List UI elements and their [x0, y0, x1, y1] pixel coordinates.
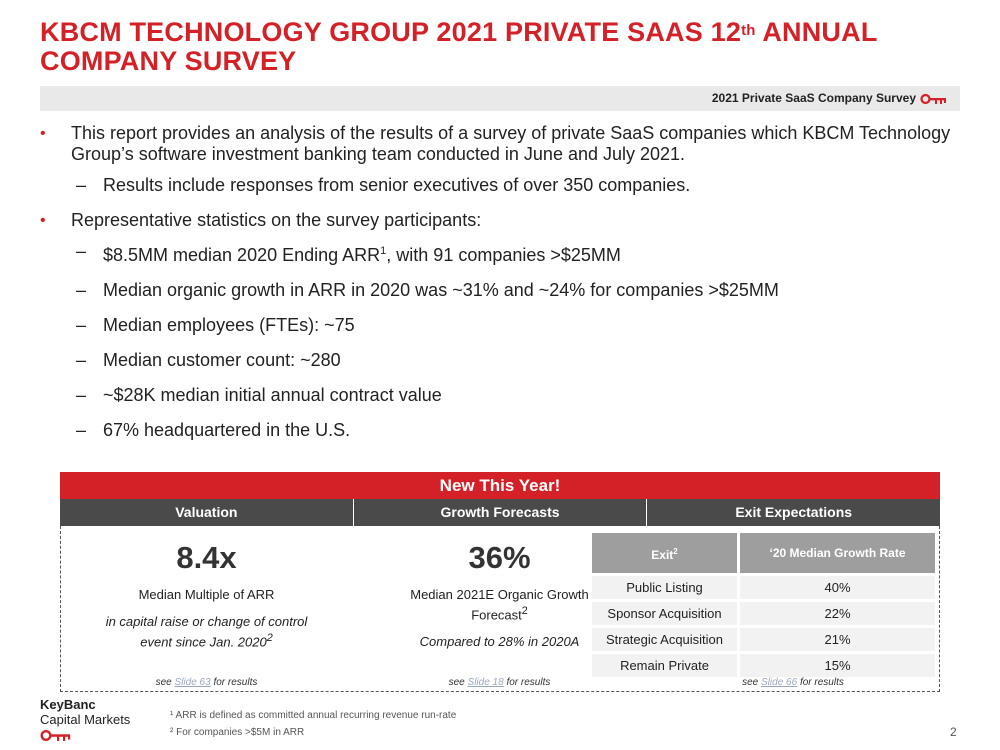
slide-66-link[interactable]: Slide 66 [761, 677, 798, 688]
table-row: Remain Private 15% [592, 654, 935, 677]
title-line1: KBCM TECHNOLOGY GROUP 2021 PRIVATE SAAS … [40, 17, 742, 47]
dash-marker: – [76, 420, 87, 440]
sub-bullet-text: Results include responses from senior ex… [103, 175, 691, 195]
valuation-note-text: in capital raise or change of control ev… [105, 614, 308, 650]
growth-note: Compared to 28% in 2020A [419, 634, 580, 650]
sub-bullet: – Median employees (FTEs): ~75 [40, 315, 960, 336]
logo-line1: KeyBanc [40, 697, 96, 712]
key-icon [920, 93, 946, 105]
bullet-dot: • [40, 212, 46, 229]
sub-bullet-text: $8.5MM median 2020 Ending ARR [103, 245, 381, 265]
new-this-year-banner: New This Year! [60, 472, 940, 499]
see-prefix: see [448, 677, 468, 688]
sub-bullet-text: 67% headquartered in the U.S. [103, 420, 351, 440]
dash-marker: – [76, 315, 87, 335]
sub-bullet: – Results include responses from senior … [40, 175, 960, 196]
rate-cell: 40% [740, 576, 935, 599]
footnote-ref: 2 [266, 632, 273, 644]
see-suffix: for results [797, 677, 844, 688]
panel-dashed-border [60, 526, 940, 692]
sub-bullet-text: Median employees (FTEs): ~75 [103, 315, 355, 335]
table-row: Public Listing 40% [592, 576, 935, 599]
growth-label-text: Median 2021E Organic Growth Forecast [410, 587, 589, 623]
exit-column-header: Exit2 [592, 533, 737, 573]
header-exit-expectations: Exit Expectations [646, 499, 940, 526]
valuation-note: in capital raise or change of control ev… [60, 613, 353, 650]
sub-bullet-text: Median organic growth in ARR in 2020 was… [103, 280, 779, 300]
bullet-stats-header: • Representative statistics on the surve… [40, 210, 960, 231]
dash-marker: – [76, 175, 87, 195]
keybanc-logo: KeyBanc Capital Markets [40, 697, 130, 727]
dash-marker: – [76, 241, 87, 261]
sub-bullet: – $8.5MM median 2020 Ending ARR1, with 9… [40, 241, 960, 266]
footnote-ref: 2 [673, 546, 678, 556]
sub-bullet-text: Median customer count: ~280 [103, 350, 341, 370]
rate-cell: 15% [740, 654, 935, 677]
table-row: Sponsor Acquisition 22% [592, 602, 935, 625]
exit-cell: Sponsor Acquisition [592, 602, 737, 625]
sub-bullet: – 67% headquartered in the U.S. [40, 420, 960, 441]
bullet-intro: • This report provides an analysis of th… [40, 123, 960, 165]
sub-bullet: – Median customer count: ~280 [40, 350, 960, 371]
valuation-label: Median Multiple of ARR [138, 587, 275, 602]
exit-column: see Slide 66 for results [646, 526, 940, 692]
exit-cell: Public Listing [592, 576, 737, 599]
footnote-2: ² For companies >$5M in ARR [170, 727, 305, 738]
logo-line2: Capital Markets [40, 712, 131, 727]
key-icon [40, 729, 71, 742]
dash-marker: – [76, 280, 87, 300]
exit-cell: Remain Private [592, 654, 737, 677]
dash-marker: – [76, 350, 87, 370]
table-header-row: Exit2 ‘20 Median Growth Rate [592, 533, 935, 573]
survey-label: 2021 Private SaaS Company Survey [711, 91, 916, 105]
sub-bullet-text-end: , with 91 companies >$25MM [386, 245, 621, 265]
table-row: Strategic Acquisition 21% [592, 628, 935, 651]
sub-bullet-text: ~$28K median initial annual contract val… [103, 385, 442, 405]
exit-expectations-table: Exit2 ‘20 Median Growth Rate Public List… [589, 530, 938, 680]
growth-label: Median 2021E Organic Growth Forecast2 [353, 586, 646, 623]
page-title: KBCM TECHNOLOGY GROUP 2021 PRIVATE SAAS … [40, 18, 960, 76]
sub-bullet: – ~$28K median initial annual contract v… [40, 385, 960, 406]
title-line2: COMPANY SURVEY [40, 46, 297, 76]
see-prefix: see [742, 677, 762, 688]
growth-column: 36% Median 2021E Organic Growth Forecast… [353, 526, 646, 692]
see-prefix: see [155, 677, 175, 688]
valuation-column: 8.4x Median Multiple of ARR in capital r… [60, 526, 353, 692]
footnote-ref: 1 [380, 245, 387, 257]
panel-header-row: Valuation Growth Forecasts Exit Expectat… [60, 499, 940, 526]
valuation-see-results: see Slide 63 for results [60, 677, 353, 688]
bullet-text: This report provides an analysis of the … [71, 123, 951, 164]
footnote-ref: 2 [521, 605, 528, 617]
growth-see-results: see Slide 18 for results [353, 677, 646, 688]
rate-cell: 21% [740, 628, 935, 651]
rate-cell: 22% [740, 602, 935, 625]
title-line1-end: ANNUAL [755, 17, 878, 47]
growth-value: 36% [468, 540, 531, 575]
bullet-text: Representative statistics on the survey … [71, 210, 482, 230]
see-suffix: for results [503, 677, 551, 688]
header-valuation: Valuation [175, 504, 238, 520]
header-growth-forecasts: Growth Forecasts [352, 499, 647, 526]
dash-marker: – [76, 385, 87, 405]
footnote-1: ¹ ARR is defined as committed annual rec… [170, 710, 457, 721]
bullet-dot: • [40, 125, 46, 142]
exit-see-results: see Slide 66 for results [646, 677, 940, 688]
bullet-list: • This report provides an analysis of th… [40, 123, 960, 455]
slide-63-link[interactable]: Slide 63 [174, 677, 211, 688]
title-superscript: th [741, 22, 756, 39]
valuation-value: 8.4x [176, 540, 237, 575]
survey-banner: 2021 Private SaaS Company Survey [40, 86, 960, 111]
see-suffix: for results [210, 677, 258, 688]
new-this-year-panel: New This Year! Valuation Growth Forecast… [60, 472, 940, 692]
growth-rate-column-header: ‘20 Median Growth Rate [740, 533, 935, 573]
slide-18-link[interactable]: Slide 18 [467, 677, 504, 688]
sub-bullet: – Median organic growth in ARR in 2020 w… [40, 280, 960, 301]
page-number: 2 [950, 725, 957, 739]
exit-cell: Strategic Acquisition [592, 628, 737, 651]
exit-header-text: Exit [651, 547, 674, 562]
